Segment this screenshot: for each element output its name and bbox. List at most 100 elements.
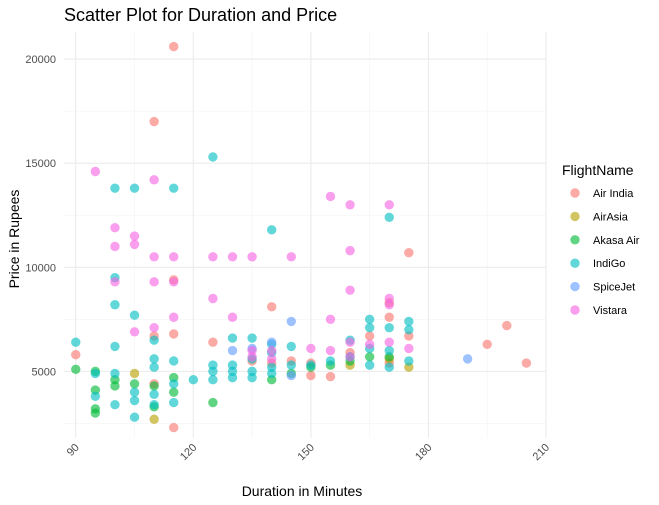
data-point xyxy=(521,358,532,368)
data-point xyxy=(110,341,120,352)
data-point xyxy=(71,337,81,347)
legend: FlightName Air India AirAsia Akasa Air Indi… xyxy=(562,162,640,317)
data-point xyxy=(129,239,140,250)
data-point xyxy=(129,231,140,241)
data-point xyxy=(266,337,277,347)
data-point xyxy=(129,387,140,397)
data-point xyxy=(149,362,159,372)
legend-key xyxy=(570,258,580,268)
data-point xyxy=(364,331,375,341)
data-point xyxy=(404,343,414,354)
legend-key xyxy=(570,188,580,198)
y-tick-label: 15000 xyxy=(25,158,56,170)
data-point xyxy=(364,322,375,333)
y-tick-label: 10000 xyxy=(25,262,56,274)
data-point xyxy=(90,391,101,402)
legend-label: AirAsia xyxy=(593,211,629,223)
data-point xyxy=(169,356,179,366)
data-point xyxy=(90,166,101,177)
data-point xyxy=(208,293,218,304)
data-point xyxy=(325,345,336,356)
data-point xyxy=(306,360,316,370)
data-point xyxy=(482,339,492,350)
data-point xyxy=(110,277,120,287)
data-point xyxy=(188,375,199,385)
data-point xyxy=(110,183,120,193)
data-point xyxy=(129,368,140,379)
data-point xyxy=(169,252,179,262)
data-point xyxy=(129,183,140,193)
data-point xyxy=(110,300,120,310)
data-point xyxy=(149,175,159,185)
data-point xyxy=(169,422,179,433)
data-point xyxy=(404,316,414,327)
data-point xyxy=(149,116,159,127)
series-air-india xyxy=(71,41,532,433)
x-tick-label: 90 xyxy=(65,442,82,459)
legend-label: IndiGo xyxy=(593,258,625,270)
data-point xyxy=(149,381,159,391)
data-point xyxy=(110,241,120,252)
data-point xyxy=(90,408,101,418)
data-point xyxy=(169,277,179,287)
data-point xyxy=(384,362,394,372)
data-point xyxy=(286,360,296,370)
data-point xyxy=(169,183,179,193)
grid xyxy=(64,32,547,438)
legend-item: Air India xyxy=(570,188,634,200)
chart-title: Scatter Plot for Duration and Price xyxy=(64,5,337,25)
data-point xyxy=(208,366,218,377)
data-point xyxy=(149,354,159,364)
data-point xyxy=(384,200,394,210)
data-point xyxy=(90,368,101,379)
y-axis-title: Price in Rupees xyxy=(6,190,22,289)
data-point xyxy=(325,371,336,382)
legend-label: Air India xyxy=(593,188,634,200)
data-point xyxy=(71,364,81,374)
legend-label: Akasa Air xyxy=(593,235,640,247)
data-point xyxy=(149,389,159,399)
legend-key xyxy=(570,281,580,292)
x-tick-label: 120 xyxy=(178,442,199,463)
data-point xyxy=(227,333,238,343)
legend-key xyxy=(570,235,580,245)
data-point xyxy=(149,277,159,287)
data-point xyxy=(169,379,179,389)
data-point xyxy=(110,381,120,391)
data-point xyxy=(129,395,140,406)
data-point xyxy=(306,370,316,381)
data-point xyxy=(227,252,238,262)
data-point xyxy=(286,370,296,381)
data-point xyxy=(227,372,238,383)
x-tick-label: 180 xyxy=(413,442,434,463)
data-point xyxy=(149,335,159,345)
data-point xyxy=(149,322,159,333)
data-point xyxy=(208,375,218,385)
data-point xyxy=(149,414,159,424)
data-point xyxy=(129,379,140,389)
data-point xyxy=(384,312,394,322)
data-point xyxy=(384,337,394,347)
data-point xyxy=(384,345,394,356)
data-point xyxy=(208,252,218,262)
y-tick-label: 5000 xyxy=(32,366,56,378)
data-point xyxy=(149,252,159,262)
data-point xyxy=(384,212,394,223)
x-tick-label: 210 xyxy=(531,442,552,463)
data-point xyxy=(169,397,179,408)
legend-item: Vistara xyxy=(570,305,628,317)
data-point xyxy=(266,368,277,379)
data-point xyxy=(384,300,394,310)
data-point xyxy=(286,316,296,327)
x-axis-title: Duration in Minutes xyxy=(242,483,363,499)
legend-key xyxy=(570,305,580,315)
data-point xyxy=(149,399,159,410)
data-point xyxy=(364,314,375,325)
data-point xyxy=(384,322,394,333)
data-point xyxy=(129,412,140,422)
data-point xyxy=(247,252,257,262)
data-point xyxy=(227,312,238,322)
y-axis-ticks: 5000 10000 15000 20000 xyxy=(25,54,56,378)
data-point xyxy=(208,152,218,162)
